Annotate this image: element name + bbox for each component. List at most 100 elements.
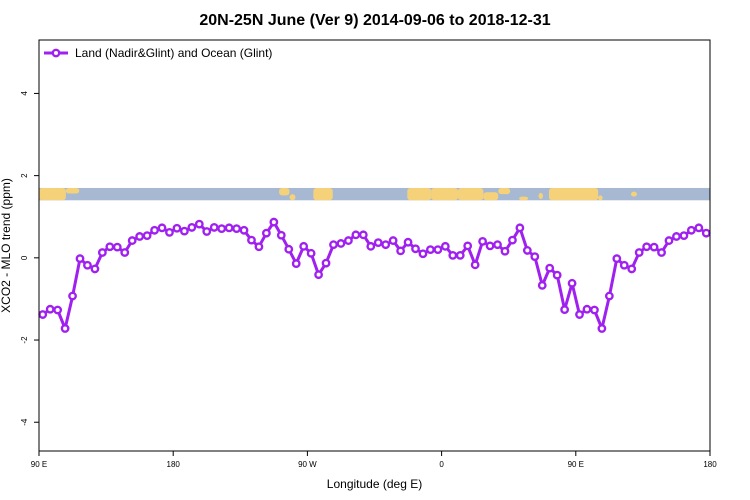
data-point	[537, 280, 547, 290]
data-point	[522, 246, 532, 255]
data-point	[485, 241, 495, 251]
y-axis-title: XCO2 - MLO trend (ppm)	[0, 178, 13, 313]
data-point	[478, 236, 488, 246]
data-point	[403, 237, 413, 247]
data-point	[254, 242, 264, 252]
data-point	[358, 230, 368, 240]
map-land	[65, 187, 80, 194]
y-tick-label: 2	[20, 173, 29, 178]
data-point	[321, 258, 331, 268]
data-point	[75, 254, 85, 264]
data-point	[127, 236, 137, 245]
data-point	[642, 242, 652, 252]
x-axis: 90 E 180 90 W 0 90 E 180	[31, 451, 717, 469]
map-land	[39, 187, 66, 201]
data-point	[247, 235, 256, 245]
map-ocean	[39, 187, 710, 201]
data-point	[314, 270, 323, 280]
data-point	[619, 260, 629, 270]
data-point	[634, 248, 644, 257]
data-point	[552, 270, 562, 280]
data-point	[344, 236, 353, 245]
data-point	[388, 236, 398, 245]
data-point	[411, 244, 420, 254]
map-land	[598, 195, 603, 201]
data-point	[38, 310, 48, 319]
data-point	[701, 228, 711, 238]
map-land	[498, 187, 511, 195]
data-point	[68, 291, 77, 301]
data-point	[261, 228, 271, 238]
data-point	[433, 245, 443, 255]
data-point	[105, 242, 115, 252]
map-land	[407, 187, 432, 201]
data-point	[657, 248, 666, 257]
data-point	[604, 291, 614, 301]
data-point	[590, 305, 599, 315]
data-point	[694, 223, 704, 233]
map-land	[313, 187, 333, 201]
data-point	[627, 264, 637, 274]
data-point	[612, 254, 622, 264]
y-tick-label: 0	[20, 255, 29, 260]
data-point	[291, 259, 301, 268]
x-tick-label: 90 E	[568, 460, 584, 469]
y-tick-label: -4	[20, 418, 29, 426]
map-land	[630, 191, 637, 197]
data-point	[426, 245, 435, 255]
data-point	[239, 225, 249, 235]
x-tick-label: 0	[439, 460, 444, 469]
data-point	[276, 230, 286, 240]
chart-title: 20N-25N June (Ver 9) 2014-09-06 to 2018-…	[199, 12, 550, 29]
x-tick-label: 90 W	[298, 460, 317, 469]
data-point	[440, 241, 450, 251]
data-point	[232, 224, 241, 234]
data-point	[515, 223, 525, 233]
data-point	[209, 223, 219, 232]
map-strip	[39, 187, 710, 201]
map-land	[538, 192, 543, 200]
data-point	[366, 241, 376, 251]
map-land	[431, 187, 459, 201]
data-point	[560, 305, 570, 315]
data-point	[284, 244, 294, 254]
data-point	[172, 223, 182, 233]
data-point	[83, 260, 92, 270]
data-point	[112, 242, 122, 252]
data-point	[217, 224, 227, 234]
data-point	[418, 249, 428, 259]
data-point	[500, 246, 510, 256]
data-point	[150, 225, 159, 235]
x-tick-label: 180	[167, 460, 181, 469]
map-land	[519, 196, 529, 201]
data-point	[545, 263, 555, 273]
data-point	[381, 240, 391, 250]
data-point	[336, 239, 346, 248]
data-point	[97, 248, 107, 257]
map-land	[279, 187, 290, 196]
map-land	[483, 192, 499, 201]
data-point	[575, 310, 584, 319]
data-point	[90, 264, 100, 274]
data-point	[597, 324, 607, 333]
data-point	[202, 227, 212, 236]
data-point	[530, 252, 540, 261]
data-point	[179, 226, 189, 236]
data-point	[396, 246, 405, 256]
data-point	[299, 241, 309, 251]
data-point	[135, 232, 145, 241]
data-point	[165, 227, 174, 237]
data-point	[224, 223, 234, 233]
map-land	[458, 187, 484, 201]
data-point	[60, 324, 70, 333]
data-point	[679, 231, 689, 241]
x-axis-title: Longitude (deg E)	[327, 477, 422, 491]
y-tick-label: -2	[20, 336, 29, 344]
data-point	[582, 304, 592, 314]
data-point	[120, 248, 130, 257]
data-point	[329, 240, 338, 250]
data-point	[493, 240, 502, 250]
data-point	[686, 225, 696, 235]
data-point	[448, 250, 458, 260]
